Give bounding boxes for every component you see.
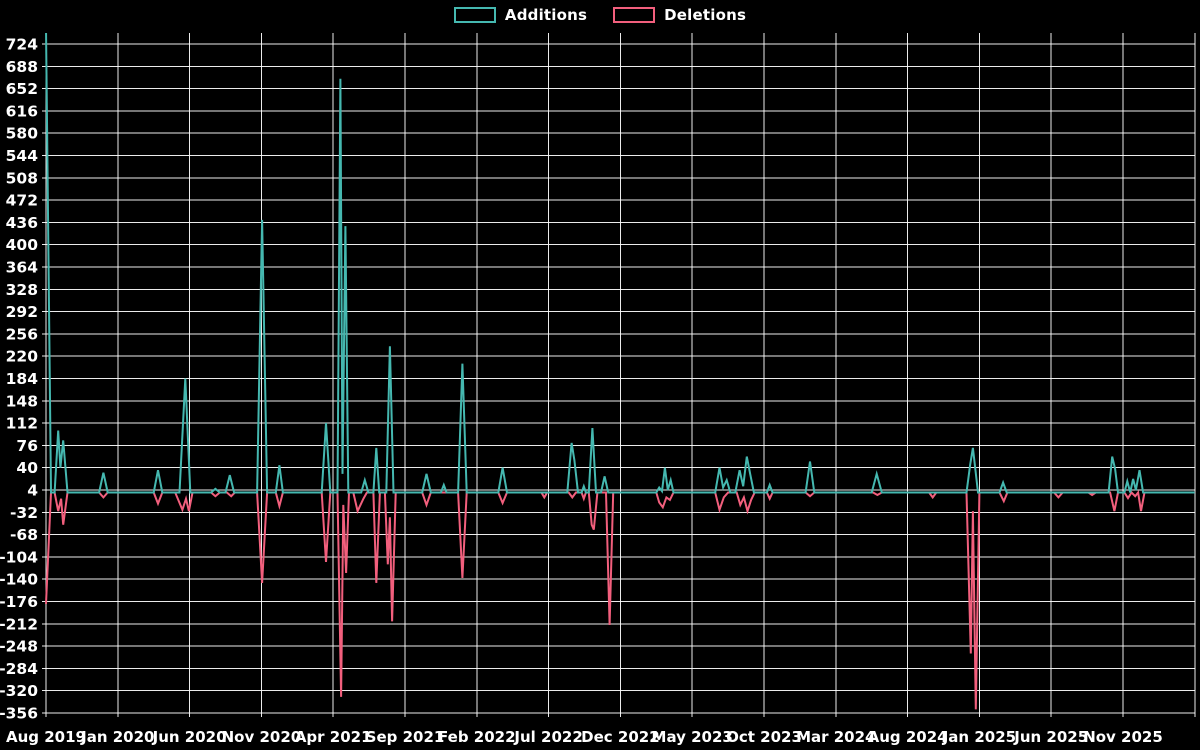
x-gridlines bbox=[45, 33, 1196, 717]
x-tick-label: Jan 2025 bbox=[942, 728, 1016, 746]
x-tick-label: Jan 2020 bbox=[80, 728, 154, 746]
y-tick-label: 508 bbox=[6, 169, 38, 187]
y-tick-label: 76 bbox=[16, 437, 38, 455]
y-tick-label: 4 bbox=[27, 482, 38, 500]
y-tick-label: 292 bbox=[6, 303, 38, 321]
y-tick-label: -284 bbox=[0, 660, 38, 678]
x-tick-label: Sep 2021 bbox=[366, 728, 445, 746]
additions-color-swatch bbox=[453, 7, 496, 23]
y-tick-label: 580 bbox=[6, 125, 39, 143]
y-tick-label: -212 bbox=[0, 615, 38, 633]
y-tick-label: -248 bbox=[0, 638, 38, 656]
legend-label-deletions: Deletions bbox=[664, 6, 747, 24]
x-tick-label: May 2023 bbox=[652, 728, 733, 746]
x-tick-label: Oct 2023 bbox=[726, 728, 802, 746]
y-tick-label: -104 bbox=[0, 548, 38, 566]
y-tick-label: 400 bbox=[6, 236, 39, 254]
y-tick-label: -176 bbox=[0, 593, 38, 611]
x-tick-label: Mar 2024 bbox=[796, 728, 875, 746]
y-tick-label: -356 bbox=[0, 705, 38, 723]
legend-label-additions: Additions bbox=[504, 6, 588, 24]
y-tick-label: 40 bbox=[16, 459, 38, 477]
y-tick-label: 724 bbox=[6, 36, 39, 54]
series-line-deletions bbox=[45, 490, 1195, 710]
x-tick-label: Jul 2022 bbox=[513, 728, 582, 746]
deletions-color-swatch bbox=[613, 7, 656, 23]
x-tick-label: Jun 2020 bbox=[152, 728, 227, 746]
y-tick-label: -140 bbox=[0, 571, 38, 589]
y-tick-labels: 724 688 652 616 580 544 508 472 436 400 364 328 292 2… bbox=[0, 36, 38, 723]
y-tick-label: 112 bbox=[6, 415, 38, 433]
x-tick-label: Aug 2019 bbox=[6, 728, 86, 746]
y-tick-label: -32 bbox=[10, 504, 38, 522]
y-tick-label: 652 bbox=[6, 80, 38, 98]
x-tick-label: Nov 2020 bbox=[222, 728, 302, 746]
y-tick-label: 220 bbox=[6, 348, 39, 366]
legend-item-additions[interactable]: Additions bbox=[453, 6, 588, 24]
series-line-additions bbox=[45, 33, 1195, 494]
y-tick-label: 688 bbox=[6, 58, 38, 76]
legend-item-deletions[interactable]: Deletions bbox=[613, 6, 746, 24]
y-tick-label: -68 bbox=[10, 526, 38, 544]
y-tick-label: 544 bbox=[6, 147, 39, 165]
x-tick-label: Apr 2021 bbox=[295, 728, 372, 746]
y-tick-label: 148 bbox=[6, 392, 38, 410]
y-tick-label: 256 bbox=[6, 325, 38, 343]
y-tick-label: 328 bbox=[6, 281, 38, 299]
y-tick-label: 472 bbox=[6, 192, 38, 210]
y-tick-label: 184 bbox=[6, 370, 39, 388]
x-tick-label: Aug 2024 bbox=[868, 728, 948, 746]
y-tick-label: 364 bbox=[6, 259, 39, 277]
x-tick-label: Jun 2025 bbox=[1013, 728, 1088, 746]
x-tick-label: Nov 2025 bbox=[1083, 728, 1163, 746]
x-tick-label: Feb 2022 bbox=[438, 728, 516, 746]
y-tick-label: 616 bbox=[6, 102, 38, 120]
chart-legend: Additions Deletions bbox=[0, 6, 1200, 24]
y-tick-label: 436 bbox=[6, 214, 38, 232]
x-tick-label: Dec 2022 bbox=[581, 728, 660, 746]
y-tick-label: -320 bbox=[0, 682, 38, 700]
y-gridlines bbox=[42, 43, 1195, 714]
